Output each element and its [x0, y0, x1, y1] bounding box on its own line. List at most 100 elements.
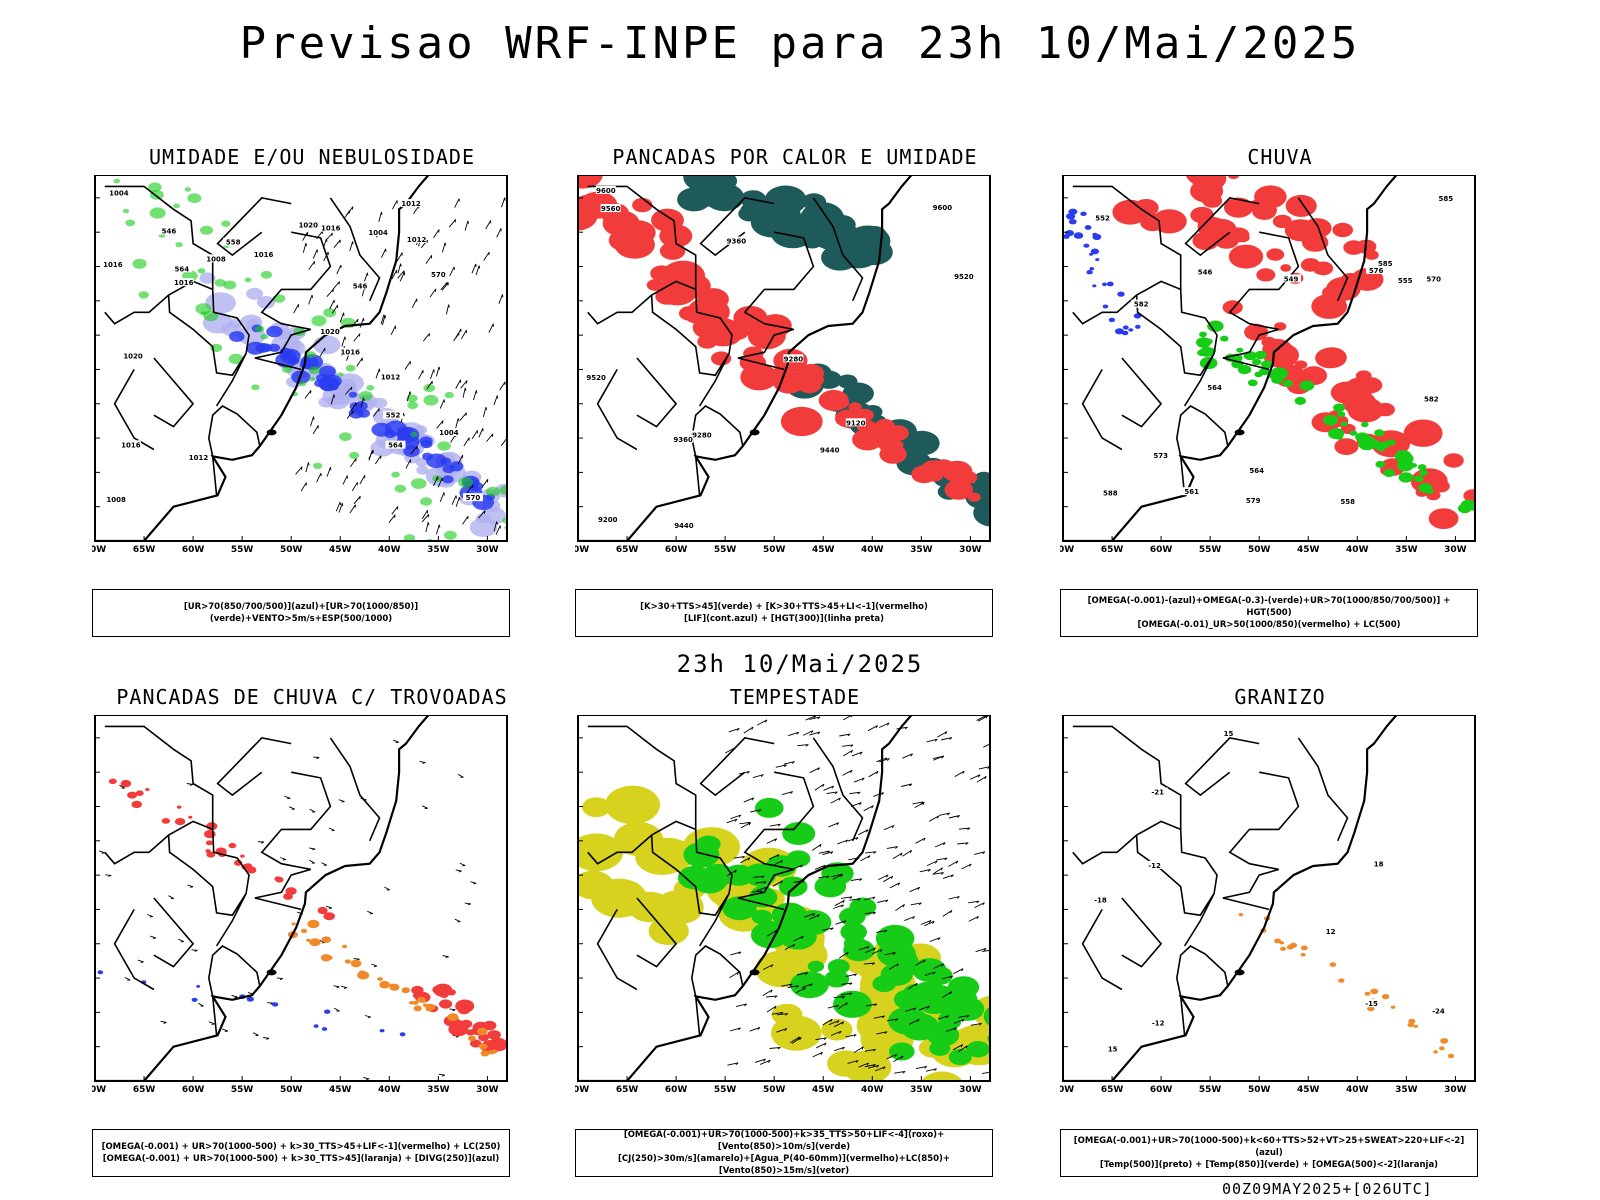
field-cell — [477, 1027, 488, 1036]
wind-vector — [471, 263, 477, 274]
contour-line — [578, 717, 988, 792]
contour-line — [1063, 717, 1473, 769]
wind-vector-head — [809, 983, 813, 987]
country-border — [596, 909, 638, 991]
wind-vector-head — [822, 783, 825, 788]
field-cell — [228, 353, 244, 365]
field-cell — [709, 175, 738, 191]
contour-label: -15 — [1365, 1000, 1378, 1008]
contour-line — [1063, 717, 1473, 769]
contour-line — [1063, 717, 1473, 769]
wind-vector-head — [441, 1074, 445, 1077]
wind-vector — [942, 910, 953, 917]
contour-line — [1063, 717, 1473, 769]
contour-line — [1063, 717, 1473, 769]
wind-vector — [933, 963, 944, 969]
field-cell — [1367, 1006, 1375, 1012]
wind-vector — [727, 1062, 739, 1066]
field-cell — [1272, 214, 1292, 229]
contour-line — [95, 717, 505, 796]
x-tick-label: 45W — [812, 545, 835, 555]
contour-line — [1063, 717, 1473, 769]
wind-vector-head — [861, 1046, 864, 1050]
wind-vector — [340, 985, 348, 989]
wind-vector — [339, 312, 345, 323]
wind-vector-head — [961, 968, 964, 972]
wind-vector — [756, 719, 768, 726]
contour-line — [1063, 717, 1473, 769]
contour-line — [1063, 717, 1473, 793]
wind-vector — [333, 239, 341, 248]
contour-line — [578, 717, 988, 792]
field-cell — [1121, 330, 1129, 336]
wind-vector — [372, 408, 380, 417]
contour-line — [1063, 717, 1473, 769]
wind-vector-head — [350, 386, 353, 390]
country-border — [254, 328, 312, 371]
country-border — [636, 357, 678, 428]
field-cell — [966, 1041, 990, 1058]
contour-line — [1063, 717, 1473, 769]
field-cell — [384, 430, 397, 439]
contour-line — [1063, 717, 1473, 769]
wind-vector-head — [817, 914, 820, 918]
x-tick-label: 50W — [1248, 545, 1271, 555]
field-cell — [409, 1001, 414, 1005]
contour-line — [1063, 717, 1473, 769]
contour-line — [1063, 717, 1473, 769]
contour-label: -21 — [1151, 789, 1164, 797]
field-cell — [1266, 248, 1285, 261]
wind-vector-head — [873, 1048, 876, 1052]
plot-border — [577, 175, 991, 542]
wind-vector-head — [108, 874, 112, 877]
field-cell — [148, 182, 162, 192]
contour-line — [1063, 717, 1473, 769]
country-border — [587, 185, 697, 290]
contour-line — [1063, 717, 1473, 769]
wind-vector — [478, 428, 484, 438]
wind-vector-head — [454, 219, 457, 223]
wind-vector — [425, 522, 429, 533]
wind-vector-head — [882, 1015, 885, 1019]
contour-label: 558 — [1340, 498, 1355, 506]
contour-line — [1063, 717, 1473, 769]
wind-vector — [767, 929, 777, 937]
wind-vector — [883, 825, 895, 831]
wind-vector — [349, 241, 354, 252]
wind-vector — [406, 391, 411, 402]
wind-vector — [461, 329, 467, 340]
contour-line — [1063, 717, 1473, 769]
field-cell — [829, 395, 850, 410]
panel-granizo: GRANIZO -12-12-15-18-21-241215181570W65W… — [1060, 685, 1500, 1177]
wind-vector-head — [803, 987, 806, 991]
wind-vector-head — [796, 985, 799, 988]
field-cell — [1090, 248, 1100, 255]
wind-vector — [769, 1046, 781, 1049]
field-cell — [1361, 421, 1369, 428]
contour-label: 9520 — [954, 273, 974, 281]
wind-vector — [818, 850, 830, 854]
wind-vector — [969, 774, 981, 780]
wind-vector-head — [738, 951, 742, 955]
wind-vector — [756, 886, 768, 892]
wind-vector — [954, 770, 965, 777]
country-border — [1228, 231, 1300, 331]
contour-line — [1063, 717, 1473, 769]
wind-vector — [435, 366, 440, 377]
wind-vector — [338, 502, 343, 513]
wind-vector — [830, 1030, 842, 1036]
field-cell — [1428, 508, 1459, 529]
contour-label: 1004 — [439, 429, 459, 437]
wind-vector — [938, 1015, 949, 1020]
field-cell — [1300, 952, 1306, 957]
wind-vector — [346, 206, 354, 216]
map-frame: 70W65W60W55W50W45W40W35W30W12S15S18S21S2… — [92, 175, 508, 555]
field-cell — [739, 353, 766, 372]
wind-vector-head — [904, 726, 908, 730]
wind-vector-head — [890, 875, 894, 879]
label-bg — [350, 281, 371, 290]
wind-vector — [729, 971, 740, 979]
contour-line — [1063, 717, 1473, 793]
wind-vector-head — [363, 397, 365, 401]
field-cell — [1259, 204, 1277, 217]
